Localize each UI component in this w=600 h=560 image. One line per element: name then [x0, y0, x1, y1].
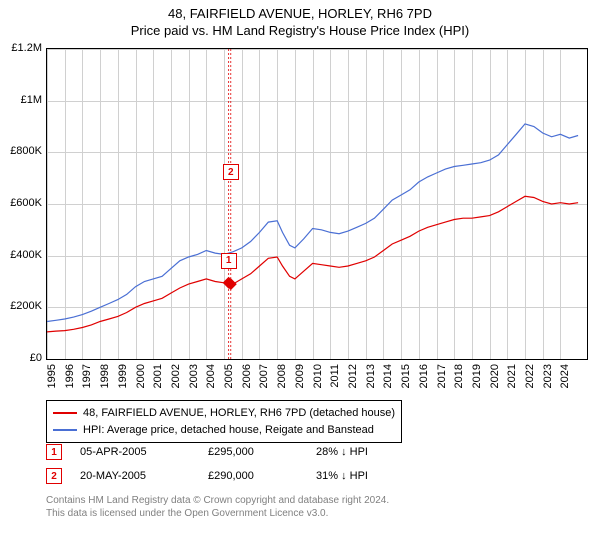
x-tick-label: 2005 [223, 364, 235, 404]
legend-row: 48, FAIRFIELD AVENUE, HORLEY, RH6 7PD (d… [53, 405, 395, 422]
x-tick-label: 2023 [542, 364, 554, 404]
legend-label: HPI: Average price, detached house, Reig… [83, 422, 374, 439]
sale-row-price: £290,000 [208, 470, 298, 482]
y-tick-label: £600K [2, 197, 42, 209]
x-tick-label: 2022 [524, 364, 536, 404]
y-tick-label: £0 [2, 352, 42, 364]
sale-marker-label: 1 [221, 253, 237, 269]
y-tick-label: £1M [2, 94, 42, 106]
x-tick-label: 1996 [64, 364, 76, 404]
series-line-price_paid [47, 196, 578, 332]
sale-row-price: £295,000 [208, 446, 298, 458]
sale-row-marker: 1 [46, 444, 62, 460]
chart-title: 48, FAIRFIELD AVENUE, HORLEY, RH6 7PD Pr… [0, 0, 600, 40]
x-tick-label: 2013 [365, 364, 377, 404]
series-line-hpi [47, 124, 578, 322]
x-tick-label: 2020 [489, 364, 501, 404]
x-tick-label: 2015 [400, 364, 412, 404]
legend-label: 48, FAIRFIELD AVENUE, HORLEY, RH6 7PD (d… [83, 405, 395, 422]
x-tick-label: 1995 [46, 364, 58, 404]
x-tick-label: 2008 [276, 364, 288, 404]
x-tick-label: 2003 [188, 364, 200, 404]
footnote: Contains HM Land Registry data © Crown c… [46, 494, 389, 520]
x-tick-label: 2001 [152, 364, 164, 404]
sale-data-row: 1 05-APR-2005 £295,000 28% ↓ HPI [46, 444, 368, 460]
y-tick-label: £1.2M [2, 42, 42, 54]
legend-swatch [53, 429, 77, 431]
x-tick-label: 2006 [241, 364, 253, 404]
sale-row-delta: 28% ↓ HPI [316, 446, 368, 458]
x-tick-label: 2010 [312, 364, 324, 404]
x-tick-label: 2012 [347, 364, 359, 404]
x-tick-label: 2017 [436, 364, 448, 404]
y-tick-label: £400K [2, 249, 42, 261]
x-tick-label: 2004 [205, 364, 217, 404]
x-tick-label: 2009 [294, 364, 306, 404]
x-tick-label: 2014 [382, 364, 394, 404]
legend-swatch [53, 412, 77, 414]
sale-row-marker: 2 [46, 468, 62, 484]
footnote-line1: Contains HM Land Registry data © Crown c… [46, 494, 389, 507]
sale-row-date: 20-MAY-2005 [80, 470, 190, 482]
x-tick-label: 2000 [135, 364, 147, 404]
x-tick-label: 1997 [81, 364, 93, 404]
sale-marker-label: 2 [223, 164, 239, 180]
chart-container: 48, FAIRFIELD AVENUE, HORLEY, RH6 7PD Pr… [0, 0, 600, 560]
sale-row-date: 05-APR-2005 [80, 446, 190, 458]
x-tick-label: 2011 [329, 364, 341, 404]
chart-svg [47, 49, 587, 359]
y-tick-label: £800K [2, 145, 42, 157]
x-tick-label: 2021 [506, 364, 518, 404]
sale-data-row: 2 20-MAY-2005 £290,000 31% ↓ HPI [46, 468, 368, 484]
x-tick-label: 2024 [559, 364, 571, 404]
sale-row-delta: 31% ↓ HPI [316, 470, 368, 482]
x-tick-label: 2016 [418, 364, 430, 404]
x-tick-label: 1998 [99, 364, 111, 404]
x-tick-label: 1999 [117, 364, 129, 404]
footnote-line2: This data is licensed under the Open Gov… [46, 507, 389, 520]
legend: 48, FAIRFIELD AVENUE, HORLEY, RH6 7PD (d… [46, 400, 402, 443]
plot-area: 12 [46, 48, 588, 360]
x-tick-label: 2002 [170, 364, 182, 404]
legend-row: HPI: Average price, detached house, Reig… [53, 422, 395, 439]
y-tick-label: £200K [2, 300, 42, 312]
x-tick-label: 2007 [258, 364, 270, 404]
title-line1: 48, FAIRFIELD AVENUE, HORLEY, RH6 7PD [0, 6, 600, 23]
x-tick-label: 2019 [471, 364, 483, 404]
x-tick-label: 2018 [453, 364, 465, 404]
title-line2: Price paid vs. HM Land Registry's House … [0, 23, 600, 40]
